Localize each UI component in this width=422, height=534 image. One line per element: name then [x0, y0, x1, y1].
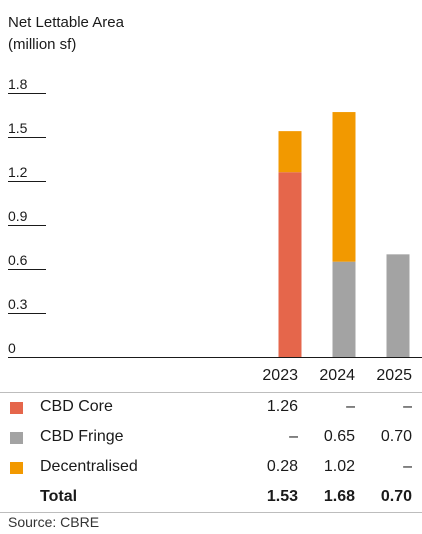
y-axis-title-line1: Net Lettable Area	[8, 14, 124, 31]
y-tick-label: 0	[8, 340, 16, 356]
bar-cbd-core-2023	[278, 172, 302, 357]
bar-cbd-fringe-2024	[332, 261, 356, 357]
category-row: 2023 2024 2025	[0, 362, 422, 392]
category-label: 2025	[376, 367, 412, 384]
y-tick-label: 0.9	[8, 208, 28, 224]
legend-swatch-decentralised	[10, 462, 23, 474]
bar-cbd-fringe-2025	[386, 254, 410, 357]
table-row-total: Total 1.53 1.68 0.70	[0, 483, 422, 513]
data-label: –	[403, 458, 412, 475]
source-note: Source: CBRE	[8, 514, 100, 530]
total-value: 0.70	[380, 488, 412, 505]
data-label: 0.28	[266, 458, 298, 475]
series-label: Decentralised	[40, 458, 138, 475]
data-label: 0.65	[323, 428, 355, 445]
y-tick-label: 1.8	[8, 76, 28, 92]
legend-swatch-cbd-fringe	[10, 432, 23, 444]
bar-decentralised-2023	[278, 131, 302, 173]
table-divider	[0, 392, 422, 393]
table-row-decentralised: Decentralised 0.28 1.02 –	[0, 453, 422, 483]
category-label: 2023	[262, 367, 298, 384]
category-label: 2024	[319, 367, 355, 384]
table-row-cbd-core: CBD Core 1.26 – –	[0, 393, 422, 423]
y-tick-label: 1.2	[8, 164, 28, 180]
total-value: 1.53	[266, 488, 298, 505]
series-label: CBD Fringe	[40, 428, 124, 445]
total-label: Total	[40, 488, 78, 505]
y-axis-title: Net Lettable Area (million sf)	[8, 12, 124, 56]
bar-chart: 0 0.3 0.6 0.9 1.2 1.5 1.8	[8, 76, 422, 358]
data-label: 1.02	[323, 458, 355, 475]
data-label: –	[403, 398, 412, 415]
series-label: CBD Core	[40, 398, 113, 415]
total-value: 1.68	[323, 488, 355, 505]
bar-decentralised-2024	[332, 112, 356, 262]
table-row-cbd-fringe: CBD Fringe – 0.65 0.70	[0, 423, 422, 453]
data-label: –	[289, 428, 298, 445]
legend-swatch-cbd-core	[10, 402, 23, 414]
data-label: –	[346, 398, 355, 415]
y-tick-label: 1.5	[8, 120, 28, 136]
table-bottom-rule	[0, 512, 422, 513]
data-label: 1.26	[266, 398, 298, 415]
y-tick-label: 0.6	[8, 252, 28, 268]
y-tick-label: 0.3	[8, 296, 28, 312]
data-label: 0.70	[380, 428, 412, 445]
y-axis-title-line2: (million sf)	[8, 36, 77, 53]
